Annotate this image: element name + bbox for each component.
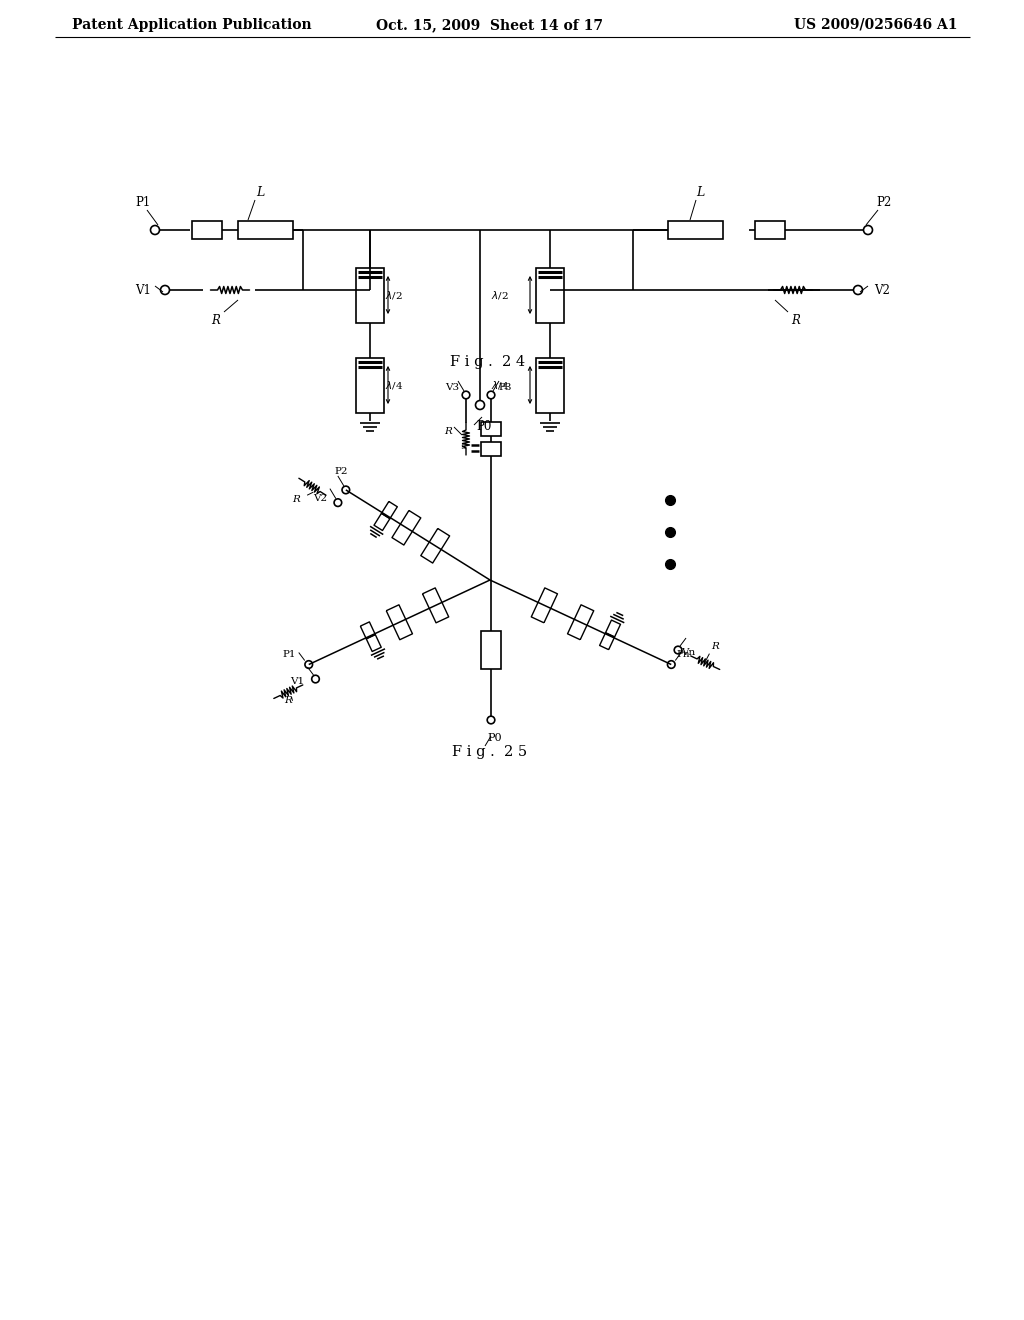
Text: R: R [712, 642, 719, 651]
Text: R: R [293, 495, 300, 504]
Text: Vn: Vn [681, 648, 695, 656]
Text: Pn: Pn [677, 649, 690, 659]
Text: Oct. 15, 2009  Sheet 14 of 17: Oct. 15, 2009 Sheet 14 of 17 [377, 18, 603, 32]
Bar [481, 422, 501, 436]
Text: P1: P1 [282, 649, 296, 659]
Bar [356, 268, 384, 322]
Text: Patent Application Publication: Patent Application Publication [72, 18, 311, 32]
Text: P3: P3 [499, 383, 512, 392]
Text: S: S [460, 444, 466, 451]
Bar [536, 358, 564, 412]
Text: R: R [792, 314, 801, 326]
Text: P2: P2 [334, 467, 347, 477]
Bar [193, 220, 222, 239]
Bar [536, 268, 564, 322]
Text: P2: P2 [877, 195, 892, 209]
Bar [481, 631, 501, 669]
Text: F i g .  2 5: F i g . 2 5 [453, 744, 527, 759]
Text: R: R [212, 314, 220, 326]
Text: US 2009/0256646 A1: US 2009/0256646 A1 [795, 18, 958, 32]
Text: L: L [696, 186, 705, 198]
Text: P0: P0 [476, 421, 492, 433]
Text: L: L [256, 186, 264, 198]
Text: V1: V1 [291, 677, 304, 685]
Text: V2: V2 [874, 284, 890, 297]
Text: P1: P1 [135, 195, 151, 209]
Bar [356, 358, 384, 412]
Text: $\lambda$/4: $\lambda$/4 [385, 379, 403, 391]
Text: $\lambda$/4: $\lambda$/4 [490, 379, 509, 391]
Text: R: R [444, 426, 452, 436]
Text: $\lambda$/2: $\lambda$/2 [385, 289, 402, 301]
Bar [238, 220, 293, 239]
Text: V3: V3 [445, 383, 459, 392]
Bar [755, 220, 785, 239]
Text: R: R [285, 696, 292, 705]
Bar [481, 442, 501, 455]
Text: V2: V2 [312, 494, 327, 503]
Text: F i g .  2 4: F i g . 2 4 [451, 355, 525, 370]
Text: V1: V1 [135, 284, 151, 297]
Text: $\lambda$/2: $\lambda$/2 [492, 289, 509, 301]
Bar [668, 220, 723, 239]
Text: P0: P0 [487, 733, 503, 743]
